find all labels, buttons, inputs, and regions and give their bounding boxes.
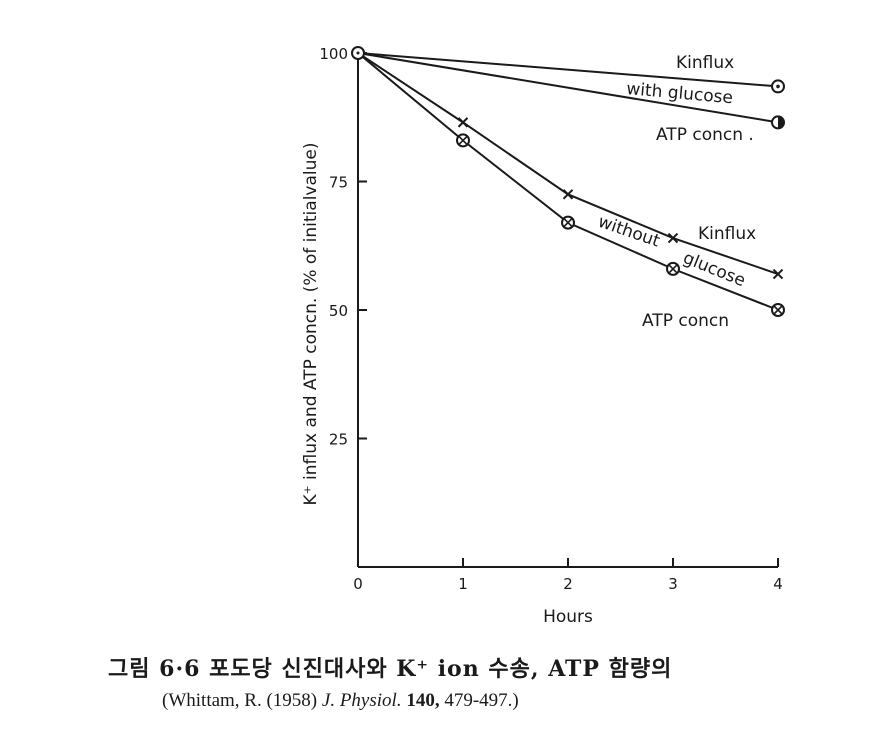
data-point-center: [776, 84, 780, 89]
y-tick-label: 100: [319, 45, 348, 63]
annotation-with-glucose: with glucose: [626, 79, 734, 108]
annotation-k-influx-noglucose: Kinflux: [698, 224, 756, 244]
origin-point-center: [356, 51, 360, 55]
citation-pages: 479-497.): [439, 690, 519, 711]
x-tick-label: 1: [458, 575, 468, 593]
annotation-atp-glucose: ATP concn .: [656, 125, 754, 145]
data-point-cross: [668, 264, 678, 274]
data-point-cross: [773, 305, 783, 315]
citation-journal: J. Physiol.: [321, 690, 402, 711]
data-point-half: [778, 116, 784, 129]
data-point: [667, 232, 679, 244]
data-point: [562, 189, 574, 200]
data-point-cross: [563, 218, 573, 228]
annotations-layer: Kinflux with glucose ATP concn . Kinflux wit…: [595, 53, 756, 331]
citation-volume: 140,: [401, 690, 440, 711]
figure-caption-citation: (Whittam, R. (1958) J. Physiol. 140, 479…: [162, 690, 862, 712]
annotation-k-influx-glucose: Kinflux: [676, 53, 734, 73]
annotation-without: without: [595, 212, 662, 252]
y-tick-label: 25: [329, 431, 348, 449]
y-axis-title: K⁺ influx and ATP concn. (% of initialva…: [301, 143, 321, 506]
atp-with-glucose-line: [357, 52, 779, 124]
figure-caption-title: 그림 6·6 포도당 신진대사와 K⁺ ion 수송, ATP 함량의: [108, 656, 673, 682]
x-tick-label: 0: [353, 575, 363, 593]
axes: 0 1 2 3 4 100 75 50 25 Hours K⁺ influx and ATP con…: [301, 45, 783, 627]
x-tick-label: 3: [668, 575, 678, 593]
x-tick-label: 2: [563, 575, 573, 593]
k-influx-with-glucose-line: [357, 52, 779, 88]
markers-layer: [351, 46, 785, 317]
x-axis-title: Hours: [543, 607, 593, 627]
x-tick-label: 4: [773, 575, 783, 593]
y-tick-label: 50: [329, 302, 348, 320]
data-point: [457, 117, 469, 128]
data-point-cross: [458, 135, 468, 145]
annotation-atp-noglucose: ATP concn: [642, 311, 729, 331]
data-point: [772, 268, 784, 280]
citation-authors: (Whittam, R. (1958): [162, 690, 322, 711]
y-tick-label: 75: [329, 174, 348, 192]
